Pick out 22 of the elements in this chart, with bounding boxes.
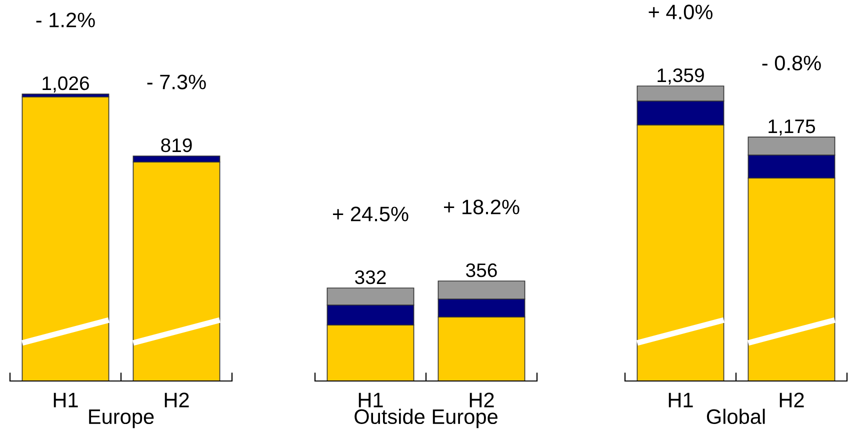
annotation: 1,175: [768, 120, 816, 136]
text: 356: [466, 263, 497, 278]
x-tick-label: H1: [358, 392, 383, 408]
text: 1,026: [42, 76, 89, 92]
x-tick-label: H1: [668, 392, 693, 408]
text: - 0.8%: [762, 56, 821, 70]
x-axis-title: Europe: [89, 410, 154, 428]
annotation: 332: [355, 270, 386, 284]
annotation: 819: [161, 138, 192, 152]
text: - 7.3%: [147, 74, 206, 90]
x-tick-label: H2: [164, 392, 189, 408]
x-axis-title: Global: [706, 408, 765, 424]
x-tick-label: H2: [470, 392, 494, 408]
x-tick-label: H1: [54, 392, 78, 408]
text: - 1.2%: [36, 12, 95, 28]
x-axis-title: Outside Europe: [354, 408, 498, 428]
text: + 18.2%: [444, 200, 520, 214]
text: + 4.0%: [648, 4, 712, 20]
text: + 24.5%: [333, 206, 408, 222]
bar: [22, 96, 110, 381]
text: 1,359: [658, 68, 704, 84]
x-tick-label: H2: [780, 392, 804, 408]
